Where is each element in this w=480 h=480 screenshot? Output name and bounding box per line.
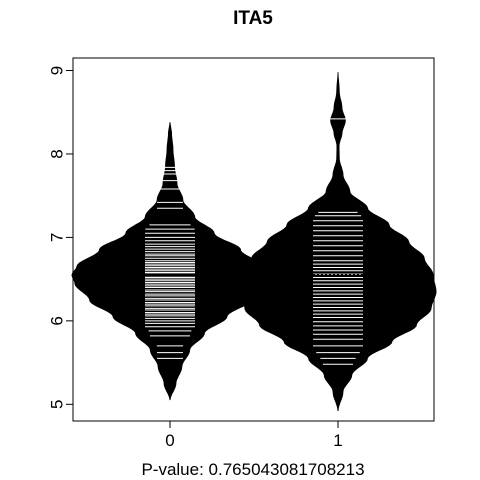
- observation-lines: [145, 118, 363, 365]
- bean-1: [239, 72, 437, 412]
- x-tick-label: 0: [165, 431, 174, 450]
- y-tick-label: 7: [47, 233, 66, 242]
- chart-title: ITA5: [233, 8, 273, 29]
- y-axis: 5 6 7 8 9: [47, 66, 73, 409]
- beans: [71, 72, 437, 412]
- y-tick-label: 8: [47, 149, 66, 158]
- x-tick-label: 1: [333, 431, 342, 450]
- y-tick-label: 9: [47, 66, 66, 75]
- y-tick-label: 5: [47, 400, 66, 409]
- x-axis-label: P-value: 0.765043081708213: [141, 460, 364, 479]
- plot-frame: [72, 57, 435, 422]
- y-tick-label: 6: [47, 316, 66, 325]
